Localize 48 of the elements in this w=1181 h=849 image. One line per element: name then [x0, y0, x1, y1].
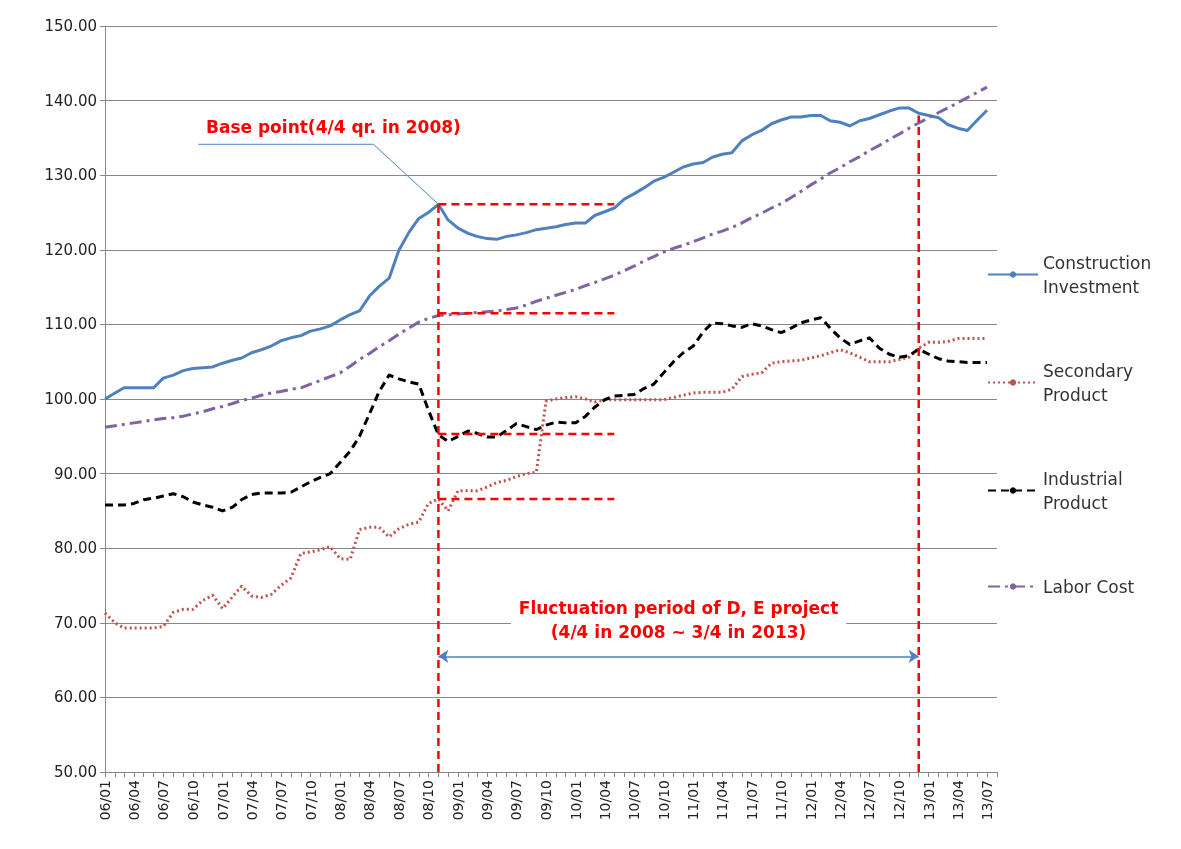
y-tick-label: 90.00: [54, 464, 97, 483]
x-tick-label: 06/10: [184, 780, 201, 821]
x-tick-label: 13/01: [920, 780, 937, 821]
y-tick-label: 150.00: [44, 17, 97, 35]
annotation: Fluctuation period of D, E project (4/4 in 2008 ~ 3/4 in 2013): [518, 598, 839, 643]
x-tick-label: 08/04: [361, 779, 378, 821]
x-tick-label: 11/07: [743, 780, 760, 821]
annotation: Base point(4/4 qr. in 2008): [205, 117, 461, 138]
x-tick-label: 12/10: [891, 780, 908, 821]
x-tick-label: 09/07: [508, 780, 525, 821]
x-tick-label: 07/01: [214, 780, 231, 821]
y-tick-label: 80.00: [54, 539, 97, 558]
x-tick-label: 11/10: [773, 780, 790, 821]
y-tick-label: 140.00: [44, 91, 97, 110]
x-tick-label: 09/10: [538, 780, 555, 821]
x-tick-label: 06/07: [155, 780, 172, 821]
x-tick-label: 10/04: [596, 779, 613, 821]
y-tick-label: 70.00: [54, 613, 97, 632]
x-tick-label: 06/01: [97, 780, 113, 821]
x-tick-label: 07/04: [243, 779, 260, 821]
y-tick-label: 130.00: [44, 166, 97, 185]
x-tick-label: 11/04: [714, 779, 731, 821]
x-tick-label: 08/07: [390, 780, 407, 821]
legend-label: Industrial Product: [1043, 468, 1129, 513]
x-tick-label: 11/01: [685, 780, 702, 821]
x-tick-label: 09/01: [450, 780, 467, 821]
x-tick-label: 12/07: [861, 780, 878, 821]
x-tick-label: 13/04: [949, 779, 966, 821]
x-tick-label: 07/07: [272, 780, 289, 821]
x-tick-label: 12/01: [802, 780, 819, 821]
x-tick-label: 09/04: [479, 779, 496, 821]
x-tick-label: 08/10: [420, 780, 437, 821]
x-tick-label: 10/07: [625, 780, 642, 821]
x-tick-label: 06/04: [125, 779, 142, 821]
x-tick-label: 10/10: [655, 780, 672, 821]
y-tick-label: 110.00: [44, 315, 97, 334]
legend-label: Labor Cost: [1043, 576, 1135, 597]
y-tick-label: 50.00: [54, 763, 97, 781]
x-tick-label: 12/04: [832, 779, 849, 821]
y-tick-label: 100.00: [44, 390, 97, 408]
x-tick-label: 13/07: [979, 780, 996, 821]
x-tick-label: 08/01: [332, 780, 349, 821]
y-tick-label: 60.00: [54, 688, 97, 707]
legend-label: Secondary Product: [1043, 360, 1139, 405]
y-tick-label: 120.00: [44, 240, 97, 259]
x-tick-label: 07/10: [302, 780, 319, 821]
x-tick-label: 10/01: [567, 780, 584, 821]
legend-label: Construction Investment: [1043, 252, 1157, 297]
